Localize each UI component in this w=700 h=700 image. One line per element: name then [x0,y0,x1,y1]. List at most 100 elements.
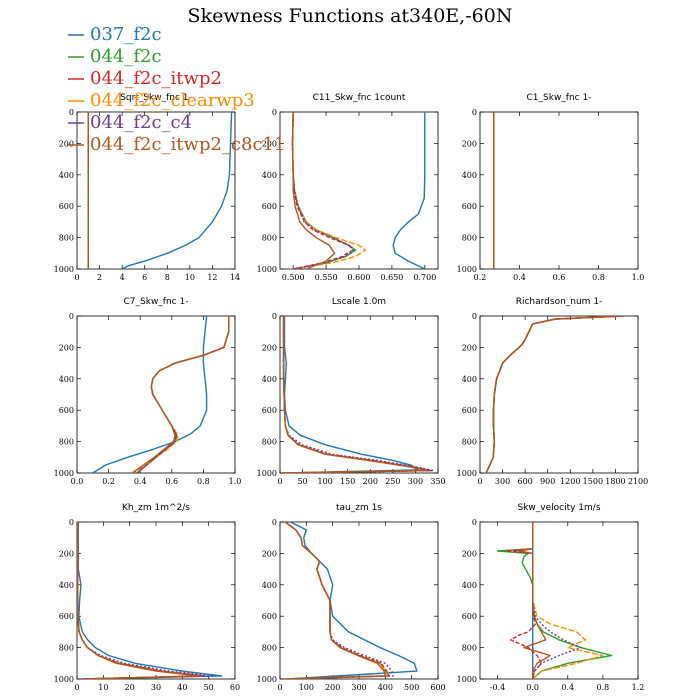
y-tick-label: 800 [59,438,74,447]
x-tick-label: 0.700 [413,273,436,282]
x-tick-label: 0 [74,273,79,282]
legend-entry: 044_f2c_itwp2_c8c11 [90,134,285,155]
y-tick-label: 400 [262,375,277,384]
y-tick-label: 1000 [457,469,477,478]
y-tick-label: 200 [59,343,74,352]
series-group [87,112,233,269]
y-tick-label: 600 [462,406,477,415]
panel-title: Skw_velocity 1m/s [517,503,600,513]
panel-title: tau_zm 1s [336,503,382,513]
legend-entry: 037_f2c [90,24,162,45]
series-line-044-f2c-itwp2 [291,112,354,269]
y-tick-label: 1000 [54,675,74,684]
y-tick-label: 0 [472,312,477,321]
x-tick-label: 1500 [583,477,603,486]
legend-entry: 044_f2c_clearwp3 [90,90,255,111]
y-tick-label: 1000 [54,469,74,478]
x-tick-label: 500 [404,683,419,692]
x-tick-label: 0.2 [102,477,115,486]
y-tick-label: 800 [262,438,277,447]
x-tick-label: 0.500 [282,273,305,282]
x-tick-label: 350 [430,477,445,486]
series-group [92,316,230,473]
y-tick-label: 0 [472,108,477,117]
y-tick-label: 600 [462,612,477,621]
y-tick-label: 600 [59,202,74,211]
y-tick-label: 600 [59,612,74,621]
series-line-044-f2c-c4 [282,316,435,473]
legend-entry: 044_f2c_itwp2 [90,68,222,89]
y-tick-label: 200 [59,549,74,558]
x-tick-label: 300 [351,683,366,692]
series-line-044-f2c-itwp2 [485,316,624,473]
x-tick-label: 0.6 [553,273,566,282]
series-line-044-f2c-c4 [291,112,355,269]
x-tick-label: 100 [299,683,314,692]
x-tick-label: 14 [230,273,240,282]
series-line-044-f2c-clearwp3 [282,316,430,473]
y-tick-label: 400 [462,581,477,590]
x-tick-label: 0.0 [526,683,539,692]
y-tick-label: 600 [262,406,277,415]
series-line-037-f2c [392,112,426,269]
x-tick-label: 0.550 [315,273,338,282]
y-tick-label: 200 [262,139,277,148]
y-tick-label: 400 [462,171,477,180]
y-tick-label: 800 [262,644,277,653]
series-line-044-f2c-itwp2 [505,522,543,679]
series-line-044-f2c-clearwp3 [485,316,624,473]
x-tick-label: 0.8 [597,683,610,692]
y-tick-label: 600 [262,202,277,211]
series-line-037-f2c [77,522,223,679]
figure-title: Skewness Functions at340E,-60N [188,5,513,27]
series-line-044-f2c-clearwp3 [133,316,230,473]
panel-title: C7_Skw_fnc 1- [124,297,189,307]
x-tick-label: 150 [340,477,355,486]
panel-2: C11_Skw_fnc 1count 0 200 400 600 800 1000 0.500… [257,93,439,282]
y-tick-label: 600 [462,202,477,211]
x-tick-label: 8 [165,273,170,282]
y-tick-label: 200 [262,549,277,558]
y-tick-label: 800 [462,438,477,447]
panel-title: Lscale 1.0m [332,297,386,307]
x-tick-label: 20 [125,683,135,692]
x-tick-label: 0.650 [380,273,403,282]
plot-frame [479,315,639,474]
panel-9: Skw_velocity 1m/s 0 200 400 600 800 1000 -0.4 0.… [457,503,645,692]
series-line-044-f2c-itwp2-c8c11 [485,316,624,473]
series-line-044-f2c [496,522,613,679]
x-tick-label: 250 [385,477,400,486]
series-line-044-f2c-clearwp3 [77,522,205,679]
series-group [485,316,624,473]
series-line-044-f2c-c4 [284,522,394,679]
y-tick-label: 0 [69,108,74,117]
series-line-037-f2c [92,316,208,473]
x-tick-label: 40 [177,683,187,692]
y-tick-label: 0 [69,312,74,321]
y-tick-label: 800 [462,644,477,653]
series-group [77,522,223,679]
y-tick-label: 800 [59,234,74,243]
y-tick-label: 400 [59,171,74,180]
x-tick-label: 10 [185,273,195,282]
x-tick-label: 600 [518,477,533,486]
x-tick-label: 0.4 [134,477,147,486]
y-tick-label: 400 [462,375,477,384]
y-tick-label: 800 [462,234,477,243]
y-tick-label: 600 [262,612,277,621]
panel-title: Richardson_num 1- [516,297,603,307]
y-tick-label: 0 [272,518,277,527]
series-line-044-f2c-c4 [136,316,230,473]
series-line-044-f2c [282,316,430,473]
series-group [284,522,418,679]
series-line-044-f2c-itwp2 [77,522,205,679]
y-tick-label: 1000 [457,675,477,684]
plot-frame [479,521,639,680]
y-tick-label: 200 [262,343,277,352]
series-line-044-f2c [284,522,389,679]
